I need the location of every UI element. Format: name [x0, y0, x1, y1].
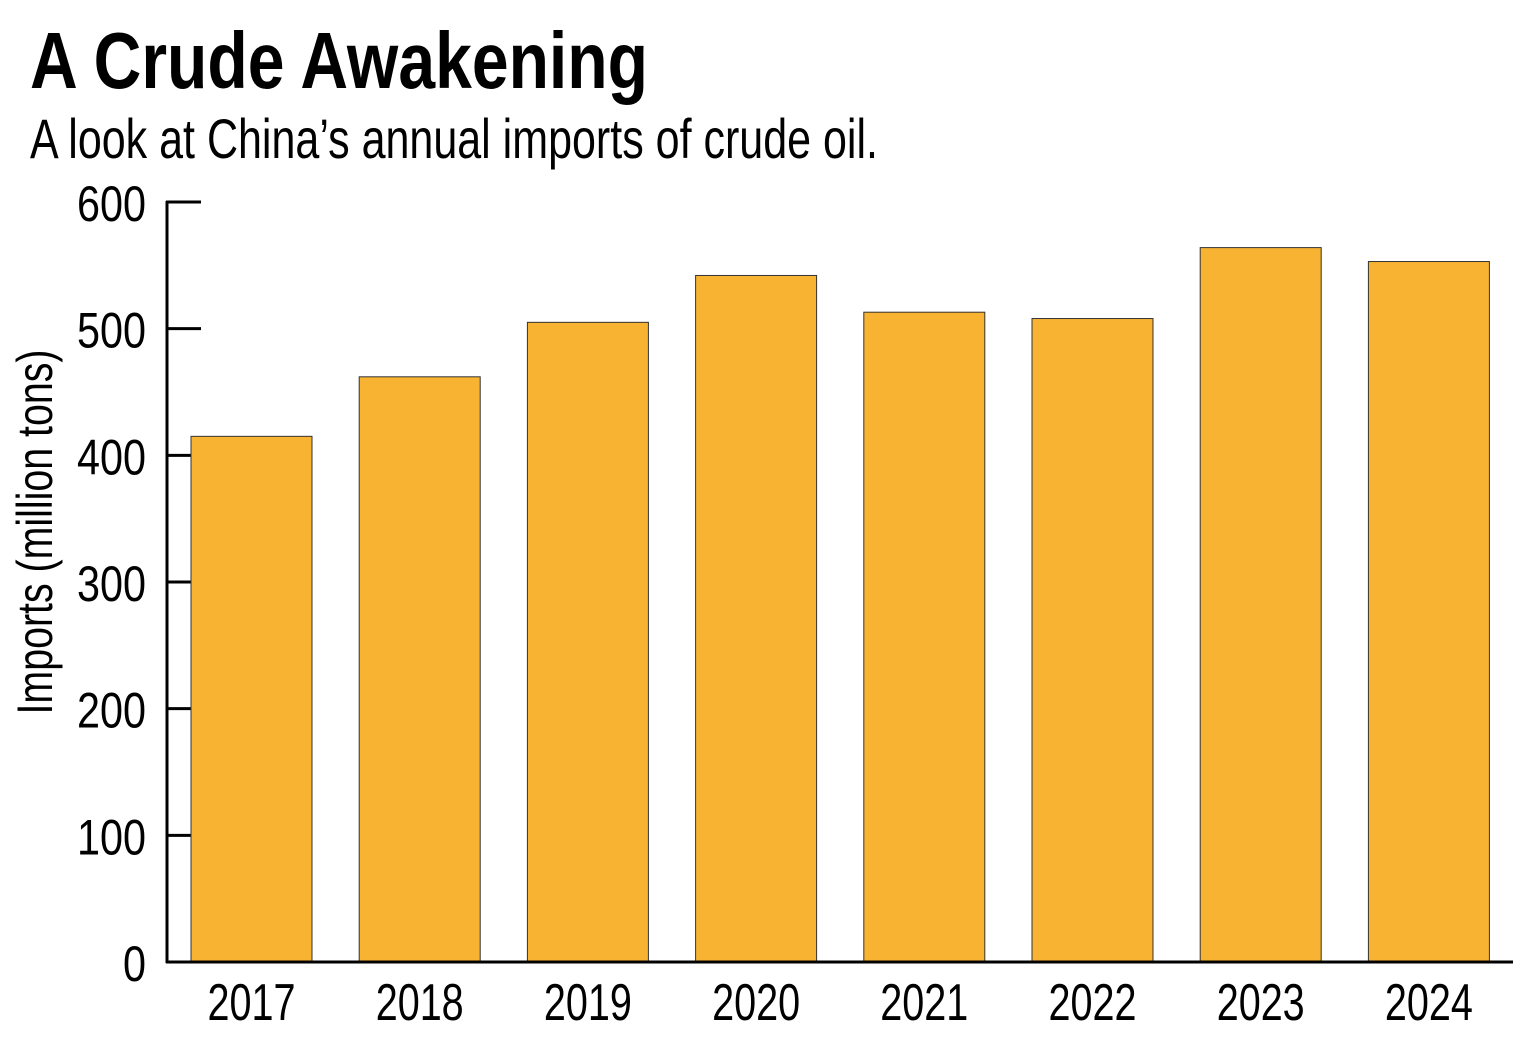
- y-tick-label: 500: [77, 303, 146, 359]
- bar-2018: [358, 376, 481, 963]
- y-tick-label: 300: [77, 556, 146, 612]
- bar-2023: [1199, 247, 1322, 963]
- bar-2017: [190, 435, 313, 963]
- x-tick-label: 2024: [1385, 974, 1473, 1032]
- x-tick-label: 2021: [880, 974, 968, 1032]
- bar-2022: [1031, 318, 1154, 963]
- x-tick-label: 2022: [1049, 974, 1137, 1032]
- y-tick-label: 0: [123, 936, 146, 992]
- y-axis-label: Imports (million tons): [7, 350, 63, 715]
- y-tick-label: 400: [77, 429, 146, 485]
- y-tick-label: 100: [77, 809, 146, 865]
- y-tick-label: 200: [77, 683, 146, 739]
- x-tick-label: 2019: [544, 974, 632, 1032]
- bar-2019: [526, 321, 649, 963]
- x-tick-label: 2017: [208, 974, 296, 1032]
- chart-title: A Crude Awakening: [30, 16, 648, 105]
- x-tick-label: 2018: [376, 974, 464, 1032]
- y-tick-label: 600: [77, 176, 146, 232]
- chart-subtitle: A look at China’s annual imports of crud…: [30, 107, 878, 170]
- bar-2024: [1367, 261, 1490, 963]
- x-tick-label: 2023: [1217, 974, 1305, 1032]
- bar-2021: [863, 311, 986, 963]
- bar-2020: [695, 274, 818, 963]
- x-tick-label: 2020: [712, 974, 800, 1032]
